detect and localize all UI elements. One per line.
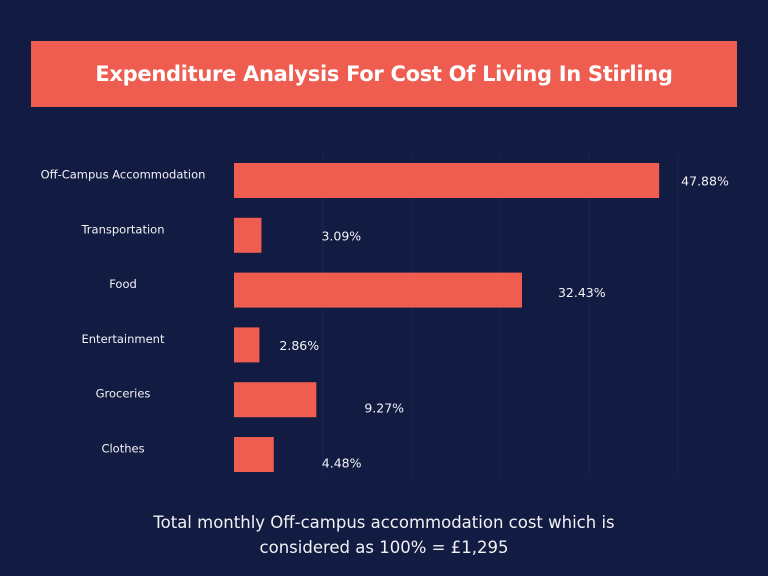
data-label: 4.48%: [322, 456, 362, 471]
category-label: Transportation: [80, 222, 164, 236]
data-label: 3.09%: [321, 228, 361, 243]
footnote-line-2: considered as 100% = £1,295: [259, 538, 509, 557]
category-label: Groceries: [96, 387, 151, 401]
data-label: 32.43%: [558, 285, 606, 300]
bar: [234, 437, 274, 472]
category-label: Off-Campus Accommodation: [41, 168, 206, 182]
bar: [234, 163, 660, 198]
chart-title: Expenditure Analysis For Cost Of Living …: [95, 62, 673, 86]
data-label: 2.86%: [279, 338, 319, 353]
bar: [234, 382, 317, 418]
footnote-line-1: Total monthly Off-campus accommodation c…: [153, 513, 615, 532]
title-banner: Expenditure Analysis For Cost Of Living …: [31, 41, 737, 107]
category-label: Food: [109, 277, 137, 291]
data-label: 9.27%: [364, 401, 404, 416]
bar: [234, 327, 260, 363]
category-label: Clothes: [101, 442, 144, 456]
data-label: 47.88%: [681, 174, 729, 189]
category-label: Entertainment: [82, 332, 165, 346]
footnote: Total monthly Off-campus accommodation c…: [0, 510, 768, 560]
bar-chart: Off-Campus Accommodation 47.88% Transporta…: [41, 155, 729, 476]
bar: [234, 217, 262, 253]
bar: [234, 272, 522, 308]
